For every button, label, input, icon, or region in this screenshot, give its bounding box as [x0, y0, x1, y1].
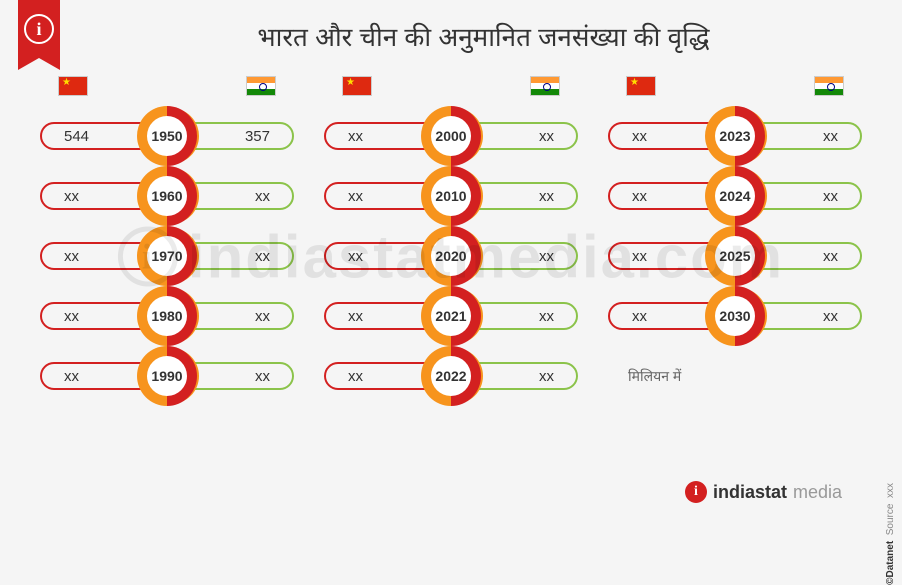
year-label: 2025 [715, 236, 755, 276]
china-flag-icon [626, 76, 656, 96]
data-row: xx2025xx [608, 235, 862, 277]
india-flag-icon [530, 76, 560, 96]
header-ribbon: i [18, 0, 60, 58]
year-label: 1960 [147, 176, 187, 216]
year-label: 1950 [147, 116, 187, 156]
data-row: xx2022xx [324, 355, 578, 397]
data-row: xx1980xx [40, 295, 294, 337]
year-label: 2020 [431, 236, 471, 276]
data-row: xx2030xx [608, 295, 862, 337]
footer-brand: i indiastat media [685, 481, 842, 503]
year-badge: 2023 [711, 112, 759, 160]
data-row: xx2020xx [324, 235, 578, 277]
year-badge: 1970 [143, 232, 191, 280]
year-badge: 1980 [143, 292, 191, 340]
brand-suffix: media [793, 482, 842, 503]
year-badge: 1950 [143, 112, 191, 160]
year-label: 1980 [147, 296, 187, 336]
flag-row [324, 75, 578, 97]
brand-info-icon: i [685, 481, 707, 503]
credit-source-value: xxx [885, 483, 896, 498]
india-flag-icon [814, 76, 844, 96]
year-badge: 2021 [427, 292, 475, 340]
year-label: 1990 [147, 356, 187, 396]
data-columns: 5441950357 xx1960xx xx1970xx xx1980xx xx1990… [40, 75, 862, 397]
data-row: xx2023xx [608, 115, 862, 157]
china-flag-icon [342, 76, 372, 96]
data-row: xx1970xx [40, 235, 294, 277]
year-badge: 2030 [711, 292, 759, 340]
column: 5441950357 xx1960xx xx1970xx xx1980xx xx1990… [40, 75, 294, 397]
year-badge: 1990 [143, 352, 191, 400]
data-row: xx2000xx [324, 115, 578, 157]
flag-row [40, 75, 294, 97]
year-label: 1970 [147, 236, 187, 276]
year-badge: 2000 [427, 112, 475, 160]
data-row: xx2010xx [324, 175, 578, 217]
year-label: 2023 [715, 116, 755, 156]
column: xx2000xx xx2010xx xx2020xx xx2021xx xx2022xx [324, 75, 578, 397]
year-badge: 2020 [427, 232, 475, 280]
data-row: xx1990xx [40, 355, 294, 397]
year-badge: 2022 [427, 352, 475, 400]
data-row: xx1960xx [40, 175, 294, 217]
info-icon: i [24, 14, 54, 44]
column: xx2023xx xx2024xx xx2025xx xx2030xx मिलियन म… [608, 75, 862, 397]
brand-main: indiastat [713, 482, 787, 503]
china-flag-icon [58, 76, 88, 96]
credit-owner: ©Datanet [885, 541, 896, 585]
flag-row [608, 75, 862, 97]
year-badge: 1960 [143, 172, 191, 220]
page-title: भारत और चीन की अनुमानित जनसंख्या की वृद्… [85, 18, 882, 54]
data-row: xx2021xx [324, 295, 578, 337]
india-flag-icon [246, 76, 276, 96]
year-label: 2022 [431, 356, 471, 396]
side-credit: ©Datanet Source xxx [885, 483, 896, 585]
year-badge: 2025 [711, 232, 759, 280]
year-label: 2010 [431, 176, 471, 216]
year-label: 2030 [715, 296, 755, 336]
data-row: xx2024xx [608, 175, 862, 217]
year-badge: 2024 [711, 172, 759, 220]
year-badge: 2010 [427, 172, 475, 220]
year-label: 2000 [431, 116, 471, 156]
year-label: 2024 [715, 176, 755, 216]
year-label: 2021 [431, 296, 471, 336]
credit-source-label: Source [885, 504, 896, 536]
data-row: 5441950357 [40, 115, 294, 157]
unit-note: मिलियन में [608, 355, 862, 386]
